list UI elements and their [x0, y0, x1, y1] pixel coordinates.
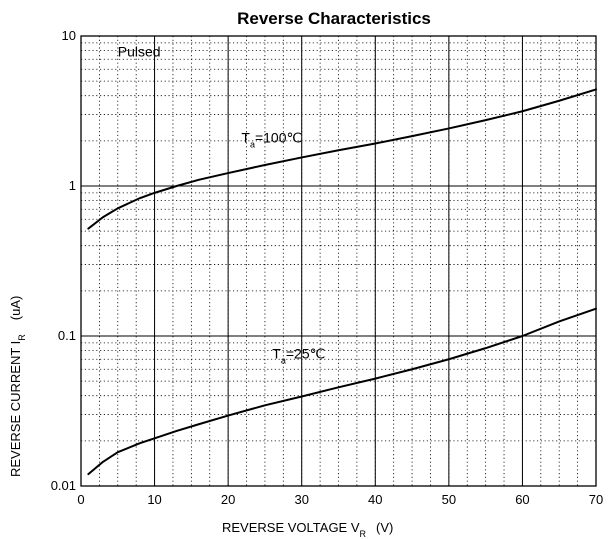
x-tick-label: 60 [515, 492, 529, 507]
annotation-3: Ta=25℃ [272, 345, 325, 365]
plot-frame [80, 35, 597, 487]
x-tick-label: 10 [147, 492, 161, 507]
x-tick-label: 0 [77, 492, 84, 507]
x-tick-label: 40 [368, 492, 382, 507]
y-axis-label: REVERSE CURRENT IR (uA) [8, 296, 27, 477]
x-tick-labels: 0 10 20 30 40 50 60 70 [77, 492, 603, 507]
x-axis-label-subscript: R [360, 529, 367, 539]
x-tick-label: 20 [221, 492, 235, 507]
annotations: Pulsed Ta=100℃ Ta=25℃ [118, 44, 326, 366]
x-axis-label: REVERSE VOLTAGE VR (V) [222, 520, 393, 539]
y-axis-label-main: REVERSE CURRENT I [8, 341, 23, 477]
annotation-1: Pulsed [118, 44, 161, 60]
y-tick-label: 0.01 [51, 478, 76, 493]
x-axis-label-main: REVERSE VOLTAGE V [222, 520, 360, 535]
chart-title: Reverse Characteristics [237, 9, 431, 28]
series-lines [87, 88, 597, 476]
x-axis-label-unit: (V) [376, 520, 393, 535]
y-tick-label: 0.1 [58, 328, 76, 343]
x-tick-label: 30 [294, 492, 308, 507]
series-line-2 [87, 307, 597, 476]
y-axis-label-subscript: R [17, 334, 27, 341]
y-tick-labels: 0.01 0.1 1 10 [51, 28, 76, 493]
y-tick-label: 1 [69, 178, 76, 193]
x-tick-label: 70 [589, 492, 603, 507]
y-axis-label-unit: (uA) [8, 296, 23, 321]
x-tick-label: 50 [442, 492, 456, 507]
series-line-1 [87, 88, 597, 230]
annotation-2: Ta=100℃ [241, 129, 302, 149]
y-tick-label: 10 [62, 28, 76, 43]
